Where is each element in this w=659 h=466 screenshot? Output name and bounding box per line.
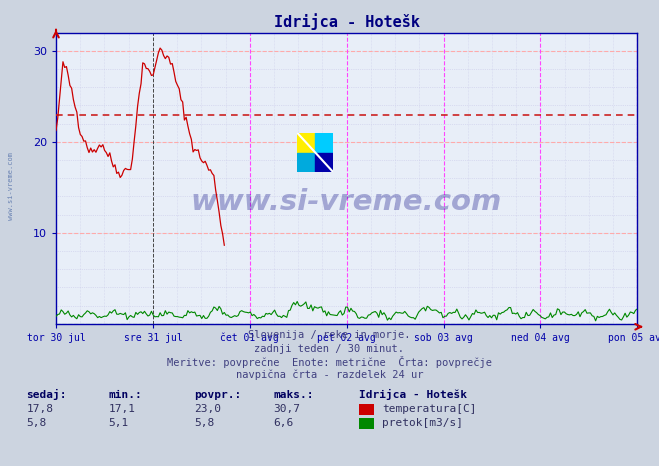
Bar bbox=[316, 153, 333, 172]
Text: min.:: min.: bbox=[109, 391, 142, 400]
Text: www.si-vreme.com: www.si-vreme.com bbox=[8, 152, 14, 220]
Text: povpr.:: povpr.: bbox=[194, 391, 242, 400]
Text: 17,1: 17,1 bbox=[109, 404, 136, 414]
Text: 17,8: 17,8 bbox=[26, 404, 53, 414]
Bar bbox=[297, 153, 316, 172]
Text: temperatura[C]: temperatura[C] bbox=[382, 404, 476, 414]
Bar bbox=[297, 133, 316, 153]
Text: zadnji teden / 30 minut.: zadnji teden / 30 minut. bbox=[254, 344, 405, 354]
Text: navpična črta - razdelek 24 ur: navpična črta - razdelek 24 ur bbox=[236, 370, 423, 380]
Text: Slovenija / reke in morje.: Slovenija / reke in morje. bbox=[248, 330, 411, 340]
Text: 30,7: 30,7 bbox=[273, 404, 301, 414]
Text: Meritve: povprečne  Enote: metrične  Črta: povprečje: Meritve: povprečne Enote: metrične Črta:… bbox=[167, 356, 492, 368]
Title: Idrijca - Hotešk: Idrijca - Hotešk bbox=[273, 13, 420, 30]
Text: Idrijca - Hotešk: Idrijca - Hotešk bbox=[359, 390, 467, 400]
Text: www.si-vreme.com: www.si-vreme.com bbox=[191, 187, 502, 216]
Text: 6,6: 6,6 bbox=[273, 418, 294, 428]
Text: 5,1: 5,1 bbox=[109, 418, 129, 428]
Text: pretok[m3/s]: pretok[m3/s] bbox=[382, 418, 463, 428]
Text: 5,8: 5,8 bbox=[194, 418, 215, 428]
Text: 23,0: 23,0 bbox=[194, 404, 221, 414]
Text: maks.:: maks.: bbox=[273, 391, 314, 400]
Text: 5,8: 5,8 bbox=[26, 418, 47, 428]
Text: sedaj:: sedaj: bbox=[26, 390, 67, 400]
Bar bbox=[316, 133, 333, 153]
